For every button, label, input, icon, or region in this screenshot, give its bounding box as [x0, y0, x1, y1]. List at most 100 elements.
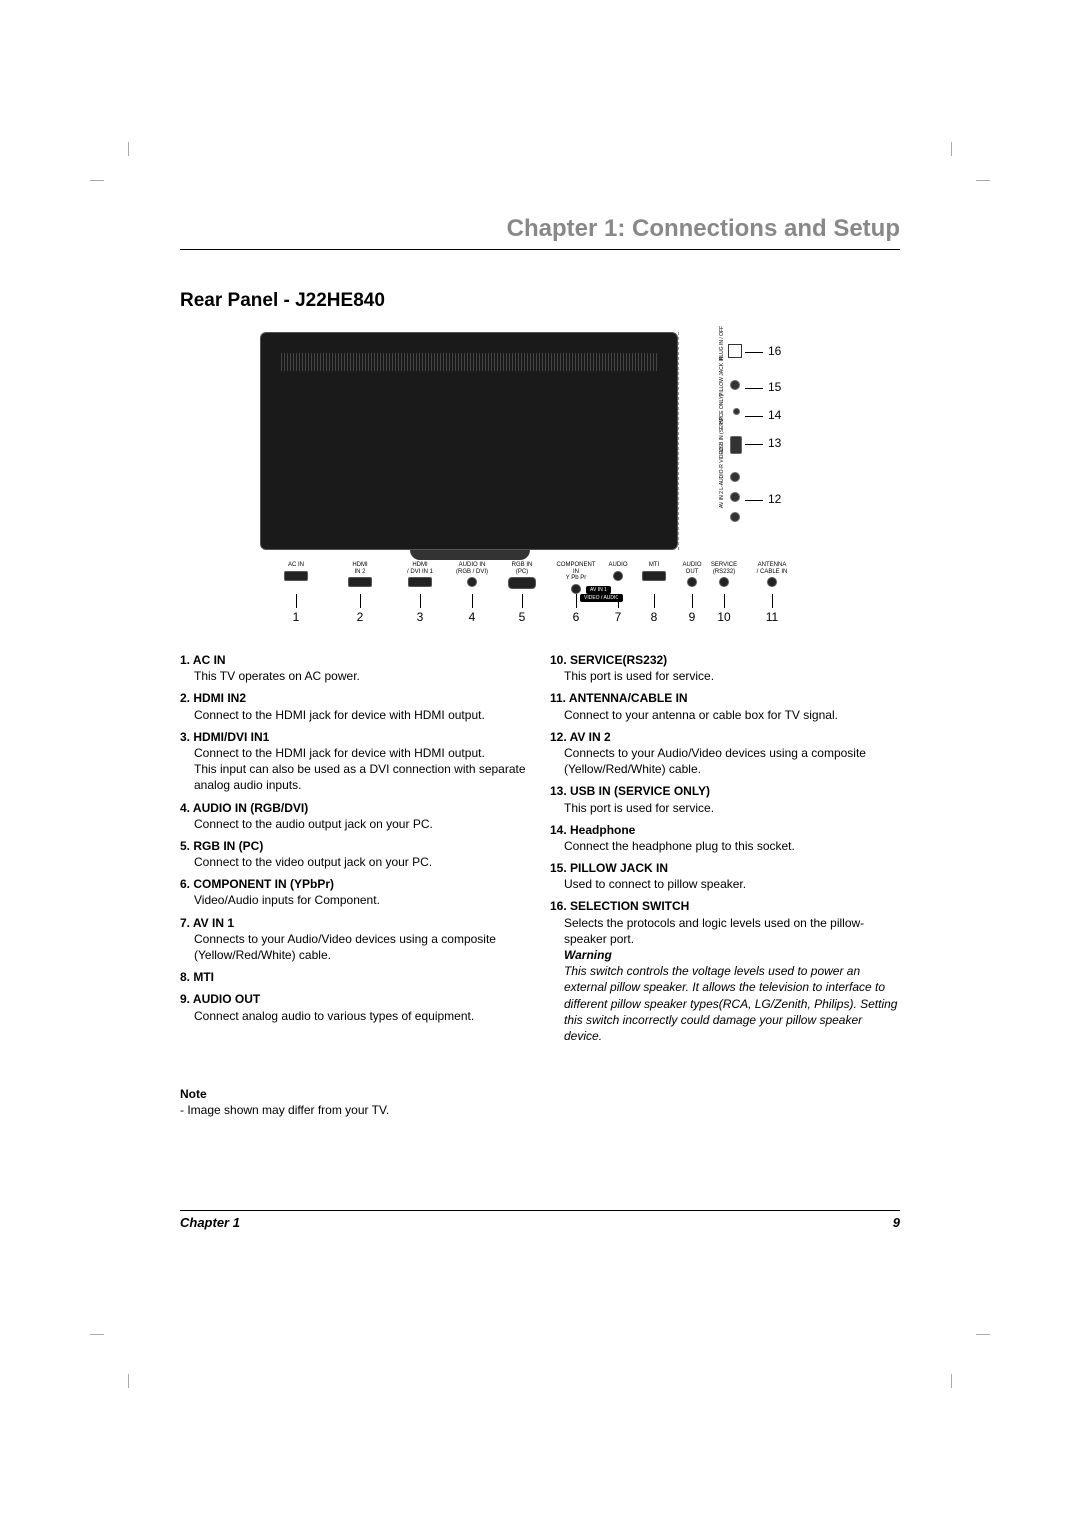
page-content: Chapter 1: Connections and Setup Rear Pa…: [180, 215, 900, 1119]
port-item: 15. PILLOW JACK INUsed to connect to pil…: [550, 860, 900, 892]
page-footer: Chapter 1 9: [180, 1210, 900, 1230]
port-item: 2. HDMI IN2Connect to the HDMI jack for …: [180, 690, 530, 722]
port-item-body: Video/Audio inputs for Component.: [180, 892, 530, 908]
port-item-body: Used to connect to pillow speaker.: [550, 876, 900, 892]
port-item: 12. AV IN 2Connects to your Audio/Video …: [550, 729, 900, 778]
bottom-panel: AV IN 1 VIDEO / AUDIO AC IN1HDMIIN 22HDM…: [260, 562, 820, 622]
tv-vents: [281, 353, 657, 371]
callout-number: 16: [768, 344, 781, 358]
note-section: Note - Image shown may differ from your …: [180, 1086, 900, 1118]
footer-chapter: Chapter 1: [180, 1215, 240, 1230]
port-item-body: Connect to the HDMI jack for device with…: [180, 745, 530, 761]
bottom-port: AUDIO IN(RGB / DVI): [452, 562, 492, 589]
bottom-port: HDMIIN 2: [340, 562, 380, 589]
port-item: 9. AUDIO OUTConnect analog audio to vari…: [180, 991, 530, 1023]
callout-number: 9: [682, 610, 702, 624]
side-port-label: AV IN 2 L-AUDIO-R VIDEO: [719, 447, 725, 508]
port-item-title: 11. ANTENNA/CABLE IN: [550, 690, 900, 706]
port-list-left: 1. AC INThis TV operates on AC power. 2. …: [180, 652, 530, 1050]
callout-number: 15: [768, 380, 781, 394]
callout-number: 12: [768, 492, 781, 506]
crop-mark: [976, 180, 990, 194]
port-item-body: Selects the protocols and logic levels u…: [550, 915, 900, 947]
callout-number: 1: [286, 610, 306, 624]
port-item: 10. SERVICE(RS232)This port is used for …: [550, 652, 900, 684]
port-item-body: Connect to the HDMI jack for device with…: [180, 707, 530, 723]
bottom-port: SERVICE(RS232): [704, 562, 744, 589]
port-item: 4. AUDIO IN (RGB/DVI)Connect to the audi…: [180, 800, 530, 832]
port-item-title: 1. AC IN: [180, 652, 530, 668]
port-item-body: This TV operates on AC power.: [180, 668, 530, 684]
port-item-body: This port is used for service.: [550, 668, 900, 684]
bottom-port: ANTENNA/ CABLE IN: [752, 562, 792, 589]
note-body: - Image shown may differ from your TV.: [180, 1102, 900, 1118]
crop-mark: [938, 140, 952, 154]
port-item-title: 14. Headphone: [550, 822, 900, 838]
callout-number: 2: [350, 610, 370, 624]
callout-number: 11: [762, 610, 782, 624]
port-item-title: 13. USB IN (SERVICE ONLY): [550, 783, 900, 799]
side-port: [730, 436, 742, 454]
side-port-label: PILLOW JACK IN: [719, 357, 725, 396]
side-port: [730, 380, 740, 390]
bottom-port: RGB IN(PC): [502, 562, 542, 591]
section-title: Rear Panel - J22HE840: [180, 290, 900, 312]
port-item: 11. ANTENNA/CABLE INConnect to your ante…: [550, 690, 900, 722]
callout-number: 13: [768, 436, 781, 450]
crop-mark: [128, 1374, 142, 1388]
side-port-label: USB IN (SERVICE ONLY): [719, 394, 725, 452]
port-item-body: This port is used for service.: [550, 800, 900, 816]
callout-number: 7: [608, 610, 628, 624]
port-item: 7. AV IN 1Connects to your Audio/Video d…: [180, 915, 530, 964]
bottom-port: MTI: [634, 562, 674, 583]
bottom-port: AC IN: [276, 562, 316, 583]
crop-mark: [976, 1334, 990, 1348]
port-item: 3. HDMI/DVI IN1Connect to the HDMI jack …: [180, 729, 530, 794]
port-list-right: 10. SERVICE(RS232)This port is used for …: [550, 652, 900, 1050]
port-item-title: 8. MTI: [180, 969, 530, 985]
side-port: [730, 512, 740, 522]
port-item: 13. USB IN (SERVICE ONLY)This port is us…: [550, 783, 900, 815]
callout-number: 6: [566, 610, 586, 624]
crop-mark: [90, 180, 104, 194]
port-item-title: 15. PILLOW JACK IN: [550, 860, 900, 876]
port-item-warning-body: This switch controls the voltage levels …: [550, 963, 900, 1044]
port-item-body: Connects to your Audio/Video devices usi…: [180, 931, 530, 963]
port-item-title: 2. HDMI IN2: [180, 690, 530, 706]
crop-mark: [128, 140, 142, 154]
port-item: 5. RGB IN (PC)Connect to the video outpu…: [180, 838, 530, 870]
port-item: 8. MTI: [180, 969, 530, 985]
port-item-body: Connect analog audio to various types of…: [180, 1008, 530, 1024]
side-port-label: PLUG IN / OFF: [719, 326, 725, 360]
port-descriptions: 1. AC INThis TV operates on AC power. 2. …: [180, 652, 900, 1050]
side-port: [728, 344, 742, 358]
footer-page-number: 9: [893, 1215, 900, 1230]
port-item: 6. COMPONENT IN (YPbPr)Video/Audio input…: [180, 876, 530, 908]
port-item-body: Connects to your Audio/Video devices usi…: [550, 745, 900, 777]
note-title: Note: [180, 1086, 900, 1102]
callout-number: 10: [714, 610, 734, 624]
tv-body: [260, 332, 678, 550]
callout-number: 8: [644, 610, 664, 624]
side-port: [733, 408, 740, 415]
side-port: [730, 492, 740, 502]
port-item-title: 4. AUDIO IN (RGB/DVI): [180, 800, 530, 816]
tv-stand: [410, 550, 530, 560]
port-item: 16. SELECTION SWITCHSelects the protocol…: [550, 898, 900, 1044]
port-item-title: 7. AV IN 1: [180, 915, 530, 931]
callout-number: 14: [768, 408, 781, 422]
callout-number: 4: [462, 610, 482, 624]
callout-number: 3: [410, 610, 430, 624]
port-item-title: 9. AUDIO OUT: [180, 991, 530, 1007]
bottom-port: COMPONENT INY Pb Pr: [556, 562, 596, 596]
port-item-title: 12. AV IN 2: [550, 729, 900, 745]
port-item-warning-title: Warning: [550, 947, 900, 963]
port-item-title: 5. RGB IN (PC): [180, 838, 530, 854]
port-item-title: 16. SELECTION SWITCH: [550, 898, 900, 914]
rear-panel-diagram: PLUG IN / OFFPILLOW JACK INHPUSB IN (SER…: [260, 332, 820, 632]
port-item-body: Connect the headphone plug to this socke…: [550, 838, 900, 854]
side-port: [730, 472, 740, 482]
callout-number: 5: [512, 610, 532, 624]
port-item-title: 10. SERVICE(RS232): [550, 652, 900, 668]
port-item: 1. AC INThis TV operates on AC power.: [180, 652, 530, 684]
